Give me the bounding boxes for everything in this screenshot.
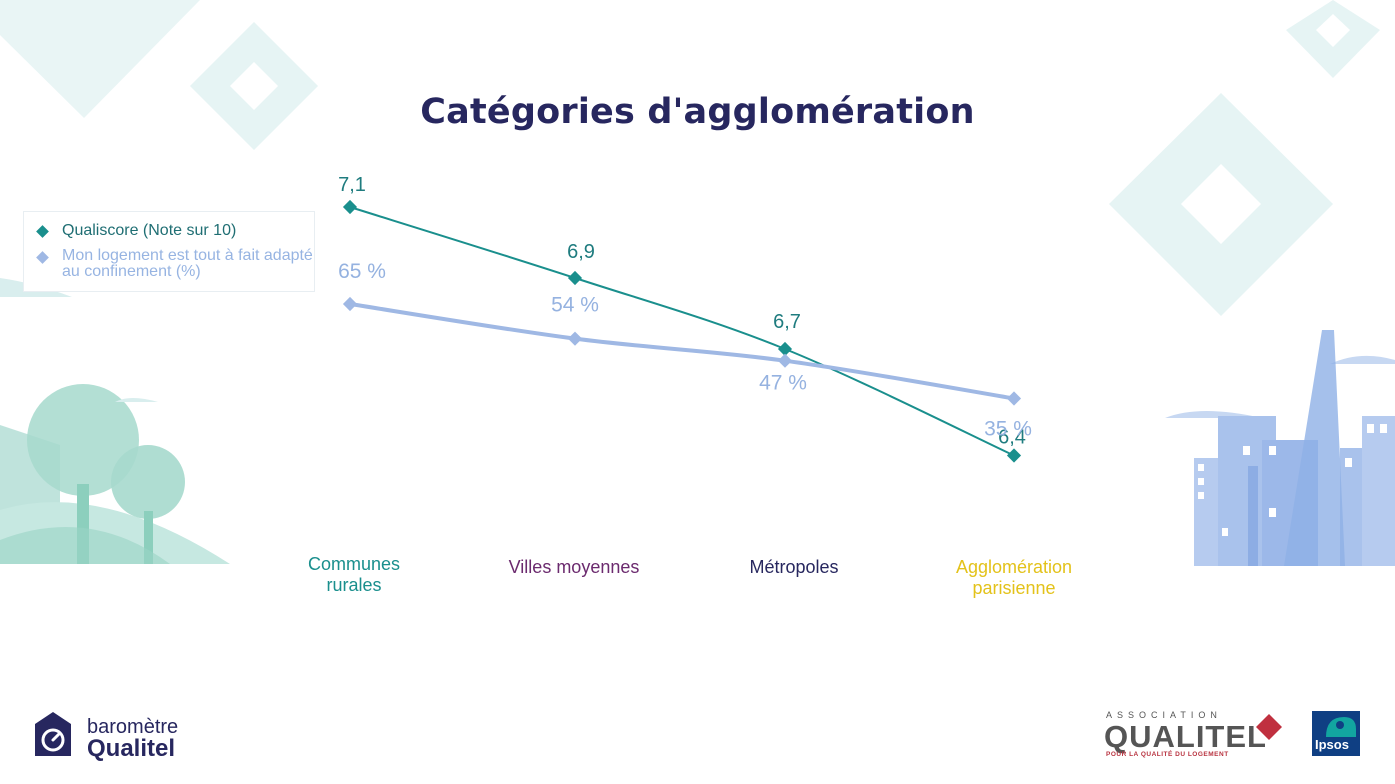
brand-barometre: baromètre — [87, 716, 179, 738]
data-label-s0-1: 6,9 — [567, 241, 595, 263]
data-point-s0-3 — [1006, 448, 1022, 463]
legend-label-logement: Mon logement est tout à fait adapté au c… — [62, 247, 313, 280]
qualitel-tagline: POUR LA QUALITÉ DU LOGEMENT — [1106, 751, 1229, 758]
qualitel-diamond-icon — [1256, 714, 1282, 740]
data-label-s0-3: 6,4 — [998, 427, 1026, 449]
association-label: ASSOCIATION — [1106, 710, 1222, 720]
data-label-s1-2: 47 % — [759, 372, 807, 395]
data-point-s1-2 — [777, 353, 793, 368]
data-point-s0-0 — [342, 199, 358, 215]
qualitel-logo-text: QUALITEL — [1104, 719, 1267, 754]
barometre-house-icon — [35, 712, 71, 756]
data-label-s1-1: 54 % — [551, 294, 599, 317]
x-tick-label-0: Communes rurales — [307, 554, 401, 595]
data-label-s0-0: 7,1 — [338, 174, 366, 196]
brand-qualitel: Qualitel — [87, 735, 176, 762]
ipsos-label: Ipsos — [1315, 737, 1349, 752]
data-point-s0-1 — [567, 270, 583, 286]
data-point-s1-1 — [567, 331, 583, 346]
legend-label-qualiscore: Qualiscore (Note sur 10) — [62, 222, 237, 239]
data-point-s1-0 — [342, 296, 358, 312]
x-tick-label-2: Métropoles — [749, 557, 839, 577]
data-label-s1-0: 65 % — [338, 260, 386, 283]
chart-legend: Qualiscore (Note sur 10) Mon logement es… — [23, 211, 315, 292]
series-line-1 — [348, 302, 1016, 401]
data-point-s1-3 — [1006, 391, 1022, 406]
series-line-0 — [349, 206, 1015, 457]
chart-title: Catégories d'agglomération — [420, 92, 975, 132]
data-point-s0-2 — [777, 341, 793, 357]
data-label-s0-2: 6,7 — [773, 311, 801, 333]
data-label-s1-3: 35 % — [984, 418, 1032, 441]
x-tick-label-1: Villes moyennes — [508, 557, 640, 577]
x-tick-label-3: Agglomération parisienne — [955, 557, 1073, 598]
ipsos-figure-icon — [1326, 717, 1356, 737]
